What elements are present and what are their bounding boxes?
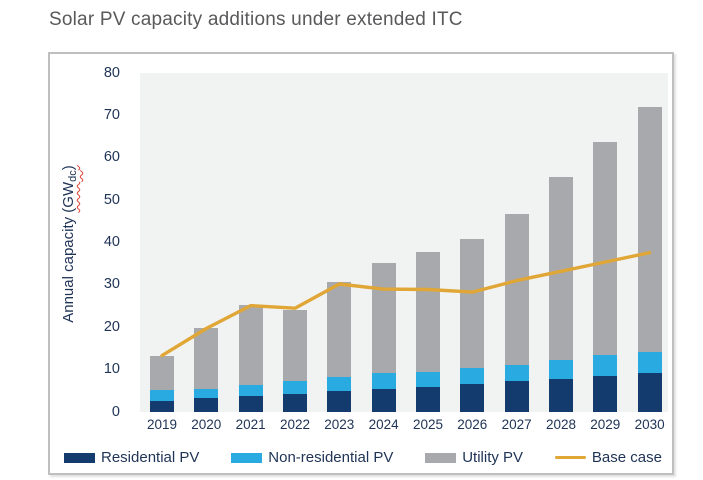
x-tick-label-2022: 2022: [279, 417, 311, 432]
bar-segment-non-residential-pv-2029: [593, 355, 618, 376]
legend-label-utility-pv: Utility PV: [462, 449, 524, 466]
x-tick-label-2024: 2024: [368, 417, 399, 432]
legend-label-residential-pv: Residential PV: [101, 449, 200, 466]
bar-segment-non-residential-pv-2022: [283, 381, 307, 394]
bar-segment-non-residential-pv-2025: [416, 371, 440, 387]
bar-segment-utility-pv-2021: [238, 305, 263, 385]
bar-segment-non-residential-pv-2027: [504, 364, 529, 382]
stacked-bar-2028: [549, 73, 573, 412]
legend-item-base-case: Base case: [554, 449, 662, 466]
stacked-bar-2030: [637, 73, 662, 412]
bar-segment-residential-pv-2030: [637, 373, 662, 412]
x-tick-label-2023: 2023: [324, 417, 355, 432]
bar-segment-residential-pv-2029: [593, 376, 618, 412]
x-tick-label-2021: 2021: [235, 417, 266, 432]
x-axis-tick-labels: 2019 2020 2021 2022 2023 2024 2025 2026 2027 2028…: [140, 414, 668, 434]
x-tick-label-2020: 2020: [191, 417, 222, 432]
y-tick-label-30: 30: [103, 276, 120, 293]
y-tick-label-70: 70: [103, 106, 120, 123]
legend-swatch-utility-pv: [425, 452, 457, 463]
stacked-bar-2026: [460, 73, 485, 412]
stacked-bar-2020: [194, 73, 219, 412]
base-case-line: [160, 250, 652, 358]
bar-segment-utility-pv-2020: [194, 328, 219, 389]
stacked-bar-2024: [371, 73, 396, 412]
bar-segment-residential-pv-2023: [327, 391, 352, 412]
bar-segment-non-residential-pv-2021: [238, 384, 263, 396]
bar-segment-residential-pv-2027: [504, 381, 529, 412]
x-tick-label-2029: 2029: [590, 417, 621, 432]
stacked-bar-2025: [416, 73, 440, 412]
y-tick-label-0: 0: [111, 403, 120, 420]
y-tick-label-80: 80: [103, 64, 120, 81]
chart-frame: Annual capacity (GWdc) 0 10 20 30 40 50 60 70 80…: [48, 52, 674, 475]
bar-segment-non-residential-pv-2020: [194, 388, 219, 399]
x-tick-label-2028: 2028: [545, 417, 577, 432]
bar-segment-utility-pv-2025: [416, 252, 440, 372]
y-tick-label-40: 40: [103, 234, 120, 250]
chart-legend: Residential PV Non-residential PV Utility …: [64, 449, 662, 466]
bar-segment-residential-pv-2019: [150, 400, 174, 412]
bar-segment-non-residential-pv-2024: [371, 373, 396, 389]
stacked-bar-2027: [504, 73, 529, 412]
bar-segment-utility-pv-2029: [593, 142, 618, 356]
legend-label-non-residential-pv: Non-residential PV: [268, 449, 394, 466]
chart-title: Solar PV capacity additions under extend…: [49, 9, 463, 30]
stacked-bar-2023: [327, 73, 352, 412]
bar-segment-utility-pv-2024: [371, 263, 396, 374]
bar-segment-residential-pv-2025: [416, 387, 440, 412]
legend-item-residential-pv: Residential PV: [64, 449, 199, 466]
x-tick-label-2025: 2025: [412, 417, 444, 432]
bar-segment-utility-pv-2026: [460, 239, 485, 368]
bar-segment-residential-pv-2028: [549, 378, 573, 412]
bar-segment-residential-pv-2022: [283, 393, 307, 412]
x-tick-label-2026: 2026: [457, 417, 488, 432]
bar-segment-non-residential-pv-2019: [150, 390, 174, 401]
bar-segment-residential-pv-2026: [460, 384, 485, 412]
legend-item-non-residential-pv: Non-residential PV: [231, 449, 393, 466]
bar-segment-utility-pv-2019: [150, 355, 174, 391]
stacked-bar-2021: [238, 73, 263, 412]
bar-segment-non-residential-pv-2030: [637, 351, 662, 374]
bar-segment-utility-pv-2030: [637, 107, 662, 352]
stacked-bar-2022: [283, 73, 307, 412]
legend-label-base-case: Base case: [591, 449, 662, 466]
bar-segment-non-residential-pv-2026: [460, 367, 485, 384]
plot-area: [140, 73, 668, 412]
bar-segment-non-residential-pv-2023: [327, 376, 352, 392]
x-tick-label-2019: 2019: [146, 417, 178, 432]
legend-item-utility-pv: Utility PV: [425, 449, 523, 466]
bar-segment-utility-pv-2028: [549, 176, 573, 360]
x-tick-label-2027: 2027: [501, 417, 532, 432]
stacked-bar-2029: [593, 73, 618, 412]
legend-swatch-base-case: [554, 456, 586, 459]
bar-segment-utility-pv-2023: [327, 281, 352, 377]
legend-swatch-non-residential-pv: [231, 452, 263, 463]
legend-swatch-residential-pv: [64, 452, 95, 463]
x-tick-label-2030: 2030: [634, 417, 665, 432]
bar-segment-residential-pv-2020: [194, 398, 219, 412]
y-tick-label-50: 50: [103, 191, 120, 208]
bar-segment-residential-pv-2024: [371, 388, 396, 412]
y-tick-label-20: 20: [103, 318, 120, 335]
y-axis-tick-labels: 0 10 20 30 40 50 60 70 80: [50, 65, 128, 420]
bar-segment-utility-pv-2027: [504, 213, 529, 365]
y-tick-label-10: 10: [103, 361, 120, 378]
y-tick-label-60: 60: [103, 149, 120, 166]
stacked-bar-2019: [150, 73, 174, 412]
bar-segment-utility-pv-2022: [283, 309, 307, 382]
bar-segment-non-residential-pv-2028: [549, 359, 573, 379]
bar-segment-residential-pv-2021: [238, 395, 263, 412]
